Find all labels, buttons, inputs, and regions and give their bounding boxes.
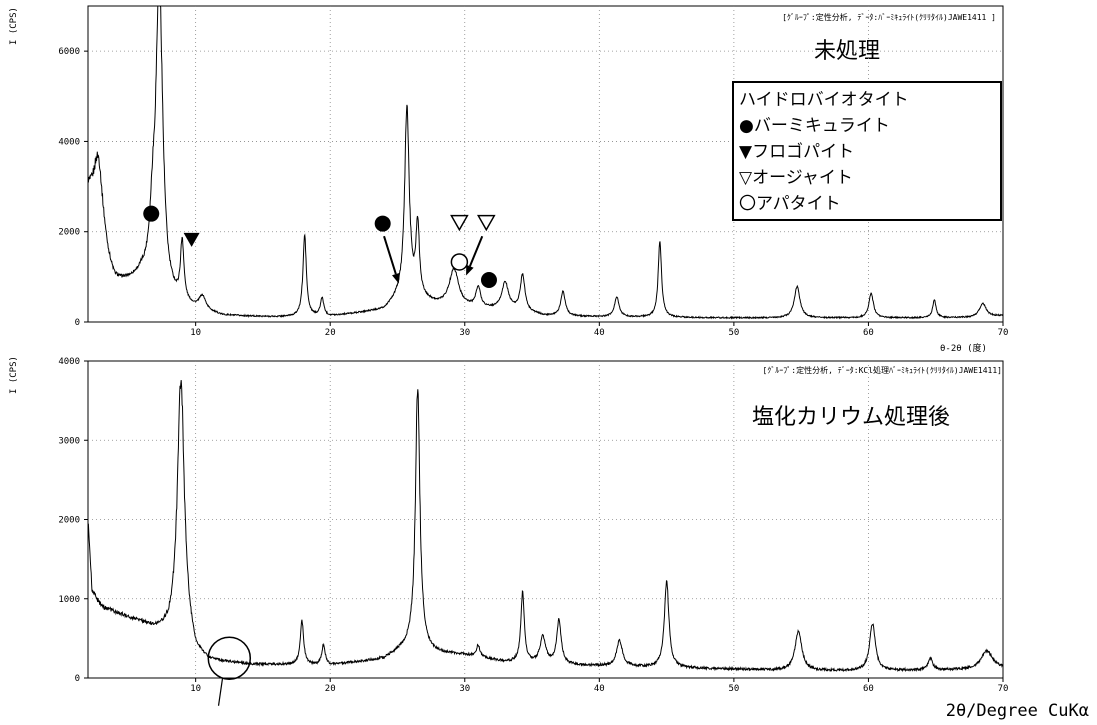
plot-frame: [87, 5, 1004, 323]
y-tick-label: 0: [75, 318, 80, 328]
legend-item-augite: ▽オージャイト: [739, 168, 853, 188]
arrow-head: [392, 272, 400, 284]
y-tick-label: 0: [75, 674, 80, 684]
vermiculite-marker: [143, 205, 160, 222]
arrow-line: [468, 235, 484, 267]
augite-marker: [477, 214, 496, 232]
x-tick-label: 10: [190, 684, 201, 694]
y-tick-label: 6000: [58, 47, 80, 57]
x-tick-label: 30: [459, 684, 470, 694]
panel-title-untreated: 未処理: [814, 39, 880, 64]
y-tick-label: 1000: [58, 595, 80, 605]
x-tick-label: 40: [594, 328, 605, 338]
y-tick-label: 2000: [58, 228, 80, 238]
y-axis-title-kcl: I (CPS): [9, 356, 19, 394]
x-tick-label: 10: [190, 328, 201, 338]
x-axis-title-untreated: θ-2θ (度): [940, 342, 987, 354]
apatite-marker: [450, 253, 469, 271]
diffraction-pattern-line: [87, 5, 1004, 320]
x-tick-label: 70: [998, 684, 1009, 694]
pointer-line: [217, 677, 224, 706]
mineral-legend: ハイドロバイオタイト ●バーミキュライト ▼フロゴパイト ▽オージャイト 〇アパ…: [732, 81, 1002, 221]
diffraction-pattern-line: [87, 380, 1004, 673]
augite-marker: [450, 214, 469, 232]
phlogopite-marker: [183, 232, 200, 247]
y-tick-label: 4000: [58, 357, 80, 367]
legend-box: [732, 81, 1002, 221]
file-header-kcl: [ｸﾞﾙｰﾌﾟ:定性分析, ﾃﾞｰﾀ:KCl処理ﾊﾞｰﾐｷｭﾗｲﾄ(ｸﾘﾘﾀｲﾙ…: [762, 365, 1002, 375]
panel-title-kcl: 塩化カリウム処理後: [752, 405, 950, 430]
legend-item-apatite: 〇アパタイト: [739, 194, 841, 214]
y-tick-label: 4000: [58, 137, 80, 147]
x-tick-label: 50: [728, 684, 739, 694]
x-tick-label: 20: [325, 684, 336, 694]
x-tick-label: 50: [728, 328, 739, 338]
panel-kcl-treated: I (CPS) [ｸﾞﾙｰﾌﾟ:定性分析, ﾃﾞｰﾀ:KCl処理ﾊﾞｰﾐｷｭﾗｲ…: [9, 356, 1008, 706]
y-tick-label: 2000: [58, 516, 80, 526]
vermiculite-marker: [480, 272, 497, 289]
y-tick-label: 3000: [58, 436, 80, 446]
legend-item-phlogopite: ▼フロゴパイト: [739, 141, 854, 162]
legend-item-hydrobiotite: ハイドロバイオタイト: [739, 90, 909, 110]
panel-untreated: I (CPS) [ｸﾞﾙｰﾌﾟ:定性分析, ﾃﾞｰﾀ:ﾊﾞｰﾐｷｭﾗｲﾄ(ｸﾘﾘ…: [9, 5, 1009, 354]
x-tick-label: 20: [325, 328, 336, 338]
x-tick-label: 30: [459, 328, 470, 338]
vermiculite-marker: [374, 215, 391, 232]
x-axis-footer-label: 2θ/Degree CuKα: [946, 701, 1089, 721]
x-tick-label: 40: [594, 684, 605, 694]
highlight-circle: [207, 636, 252, 680]
x-tick-label: 70: [998, 328, 1009, 338]
x-tick-label: 60: [863, 684, 874, 694]
arrow-line: [383, 235, 397, 275]
x-tick-label: 60: [863, 328, 874, 338]
y-axis-title-untreated: I (CPS): [9, 7, 19, 45]
arrow-head: [466, 264, 474, 276]
file-header-untreated: [ｸﾞﾙｰﾌﾟ:定性分析, ﾃﾞｰﾀ:ﾊﾞｰﾐｷｭﾗｲﾄ(ｸﾘﾘﾀｲﾙ)JAWE…: [782, 12, 996, 22]
legend-item-vermiculite: ●バーミキュライト: [739, 116, 890, 136]
